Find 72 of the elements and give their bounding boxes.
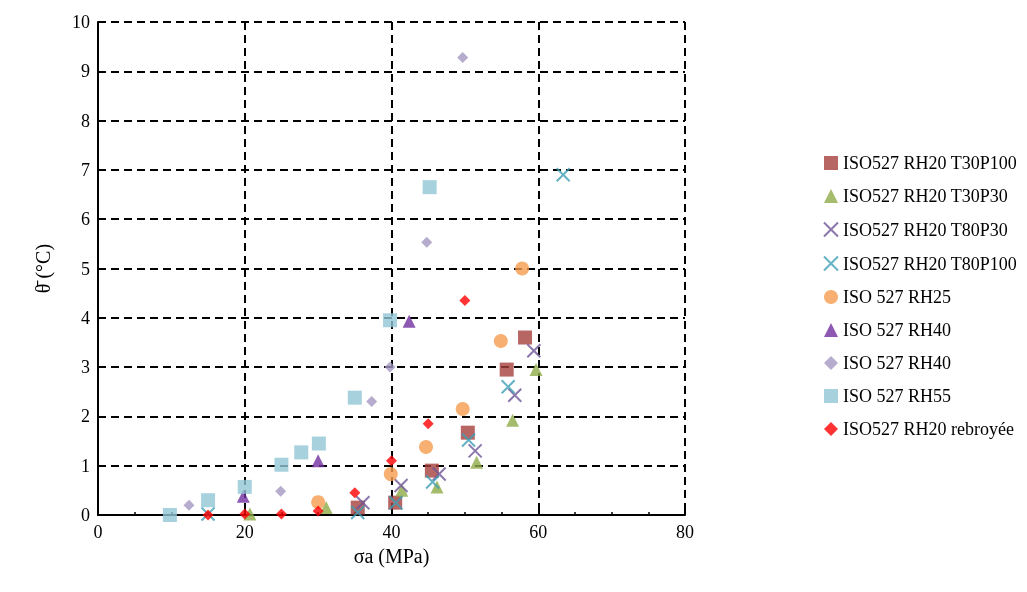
y-tick-label: 5 (81, 258, 90, 279)
point (312, 505, 324, 517)
legend-label: ISO527 RH20 T30P30 (842, 186, 1008, 206)
point (507, 387, 523, 403)
point (421, 236, 433, 248)
point (425, 474, 441, 490)
x-tick-label: 20 (235, 522, 254, 542)
y-tick-label: 8 (81, 110, 90, 131)
point (275, 485, 287, 497)
point (350, 505, 366, 521)
y-tick-label: 7 (81, 159, 90, 180)
point (461, 432, 477, 448)
point (275, 508, 287, 520)
point (393, 477, 409, 493)
point (311, 454, 325, 468)
y-tick-label: 10 (72, 12, 90, 32)
x-tick-label: 80 (676, 522, 694, 542)
point (274, 457, 289, 472)
point (366, 396, 378, 408)
x-tick-label: 60 (529, 522, 548, 542)
x-axis-title: σa (MPa) (353, 544, 430, 568)
y-tick-label: 1 (81, 455, 90, 476)
point (555, 167, 571, 183)
point (470, 455, 484, 469)
point (384, 361, 396, 373)
point (467, 443, 483, 459)
point (294, 445, 309, 460)
y-tick-label: 4 (81, 307, 90, 328)
point (402, 314, 416, 328)
point (526, 343, 542, 359)
point (529, 363, 543, 377)
point (311, 495, 326, 510)
point (422, 180, 437, 195)
legend-label: ISO527 RH20 rebroyée (842, 419, 1014, 439)
point (201, 493, 216, 508)
point (515, 261, 530, 276)
y-tick-label: 2 (81, 406, 90, 427)
y-tick-label: 0 (81, 505, 90, 525)
legend-label: ISO527 RH20 T30P100 (842, 153, 1017, 173)
point (493, 333, 508, 348)
point (183, 499, 195, 511)
legend-label: ISO 527 RH55 (842, 386, 951, 406)
point (383, 313, 398, 328)
point (383, 467, 398, 482)
point (499, 362, 514, 377)
point (386, 455, 397, 467)
point (422, 418, 434, 430)
legend-label: ISO 527 RH25 (842, 287, 951, 307)
y-tick-label: 3 (81, 357, 90, 378)
point (347, 390, 362, 405)
legend-label: ISO527 RH20 T80P100 (842, 253, 1017, 274)
point (311, 436, 326, 451)
point (355, 495, 371, 511)
x-tick-label: 40 (382, 522, 401, 542)
point (518, 330, 533, 345)
y-axis-title: θ̄ (°C) (32, 243, 55, 294)
legend-label: ISO 527 RH40 (842, 320, 951, 340)
y-tick-label: 9 (81, 61, 90, 82)
y-tick-label: 6 (81, 209, 90, 230)
point (419, 439, 433, 454)
point (431, 466, 447, 482)
point (459, 295, 471, 307)
point (455, 402, 470, 416)
legend-label: ISO527 RH20 T80P30 (842, 219, 1008, 240)
point (500, 379, 516, 395)
point (506, 413, 520, 427)
point (237, 479, 252, 494)
point (457, 52, 469, 63)
point (239, 508, 251, 520)
point (349, 487, 361, 499)
point (162, 508, 177, 522)
legend-label: ISO 527 RH40 (842, 353, 951, 373)
